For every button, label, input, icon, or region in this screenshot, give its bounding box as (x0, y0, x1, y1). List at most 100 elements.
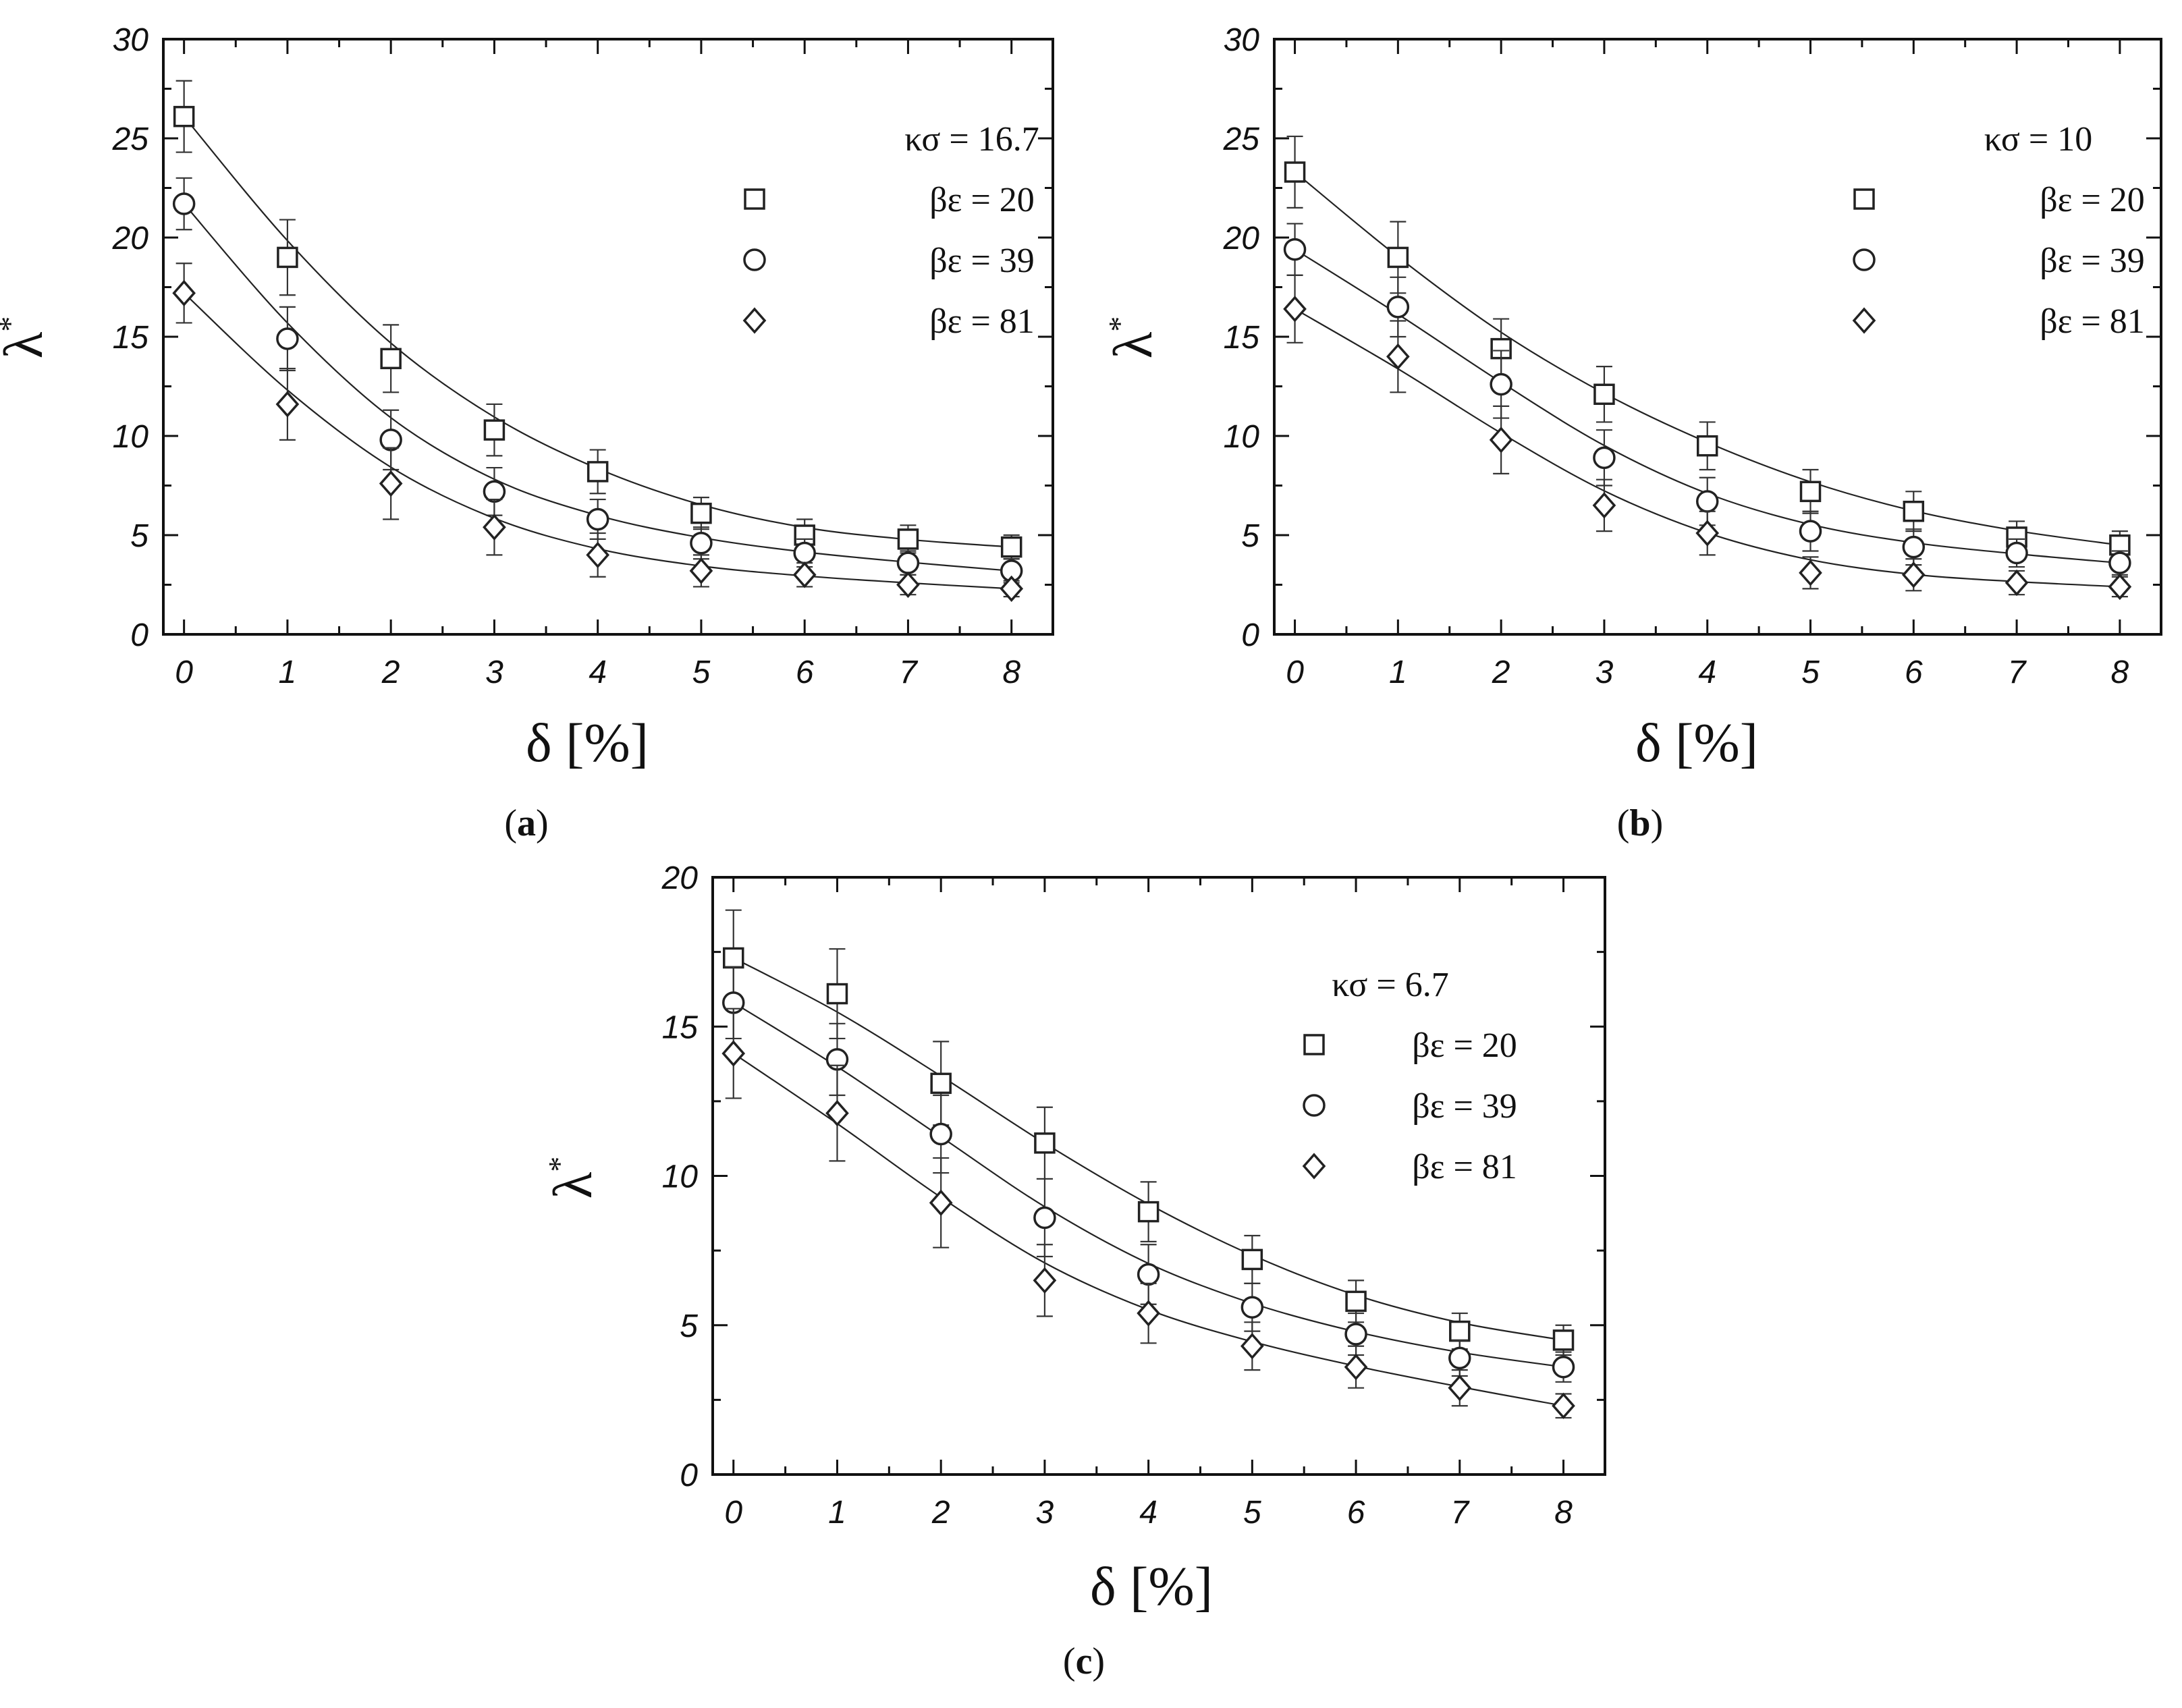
panel-caption: (a) (504, 802, 548, 844)
data-point-diamond (1592, 492, 1616, 519)
data-point-square (930, 1072, 952, 1095)
x-axis-title: δ [%] (1090, 1555, 1213, 1617)
caption-letter: b (1629, 802, 1650, 844)
data-point-diamond (792, 561, 817, 588)
data-point-diamond (1489, 426, 1513, 453)
data-point-diamond (1695, 520, 1720, 547)
data-point-circle (586, 507, 609, 531)
legend-marker-circle (743, 248, 766, 271)
y-tick-label: 30 (1224, 22, 1260, 58)
data-point-circle (1386, 296, 1410, 319)
caption-open-paren: ( (504, 802, 517, 844)
x-tick-label: 6 (796, 655, 814, 690)
legend-title: κσ = 10 (1984, 120, 2092, 159)
data-point-diamond (2108, 573, 2132, 601)
data-point-square (1345, 1290, 1367, 1313)
data-point-diamond (896, 571, 920, 599)
legend-marker-diamond (742, 307, 767, 334)
y-tick-label: 10 (662, 1159, 699, 1195)
data-point-circle (483, 480, 506, 503)
series-diamond (1283, 274, 2132, 601)
legend-entry: βε = 39 (2040, 242, 2145, 280)
y-tick-label: 5 (680, 1308, 698, 1344)
data-point-square (1903, 500, 1925, 522)
x-tick-label: 7 (1450, 1495, 1470, 1531)
legend-marker-circle (1853, 248, 1876, 271)
data-point-circle (1344, 1323, 1367, 1346)
legend-marker-square (1303, 1034, 1325, 1055)
panel-caption: (b) (1617, 802, 1663, 844)
x-tick-label: 1 (1389, 655, 1407, 690)
x-tick-label: 0 (724, 1495, 742, 1531)
data-point-diamond (1240, 1333, 1264, 1360)
data-point-diamond (483, 514, 506, 541)
y-axis-symbol: λ (542, 1172, 603, 1199)
caption-close-paren: ) (536, 802, 549, 844)
x-tick-label: 0 (175, 655, 193, 690)
x-tick-label: 7 (899, 655, 919, 690)
fit-curve (183, 203, 1012, 572)
legend-entry: βε = 20 (2040, 181, 2145, 219)
data-point-circle (929, 1122, 952, 1146)
data-point-diamond (586, 541, 610, 569)
data-point-diamond (1283, 296, 1307, 323)
y-tick-label: 25 (1223, 121, 1260, 157)
legend-marker-square (744, 188, 765, 210)
x-tick-label: 3 (1036, 1495, 1054, 1531)
data-point-diamond (1033, 1267, 1057, 1294)
series-circle (721, 966, 1575, 1383)
x-tick-label: 2 (1492, 655, 1510, 690)
y-tick-label: 10 (113, 419, 149, 455)
data-point-circle (172, 192, 196, 215)
data-point-diamond (2004, 569, 2029, 597)
y-tick-label: 5 (1241, 518, 1259, 554)
data-point-square (690, 502, 712, 524)
legend-entry: βε = 20 (929, 181, 1035, 219)
x-tick-label: 2 (931, 1495, 950, 1531)
data-point-square (1696, 435, 1718, 457)
x-tick-label: 8 (1554, 1495, 1573, 1531)
fit-curve (733, 1001, 1564, 1368)
x-tick-label: 8 (1002, 655, 1020, 690)
y-tick-label: 15 (113, 320, 149, 356)
legend-entry: βε = 39 (929, 242, 1035, 280)
y-tick-label: 5 (130, 518, 148, 554)
data-point-square (277, 246, 298, 269)
series-square (722, 909, 1575, 1356)
y-tick-label: 20 (1223, 221, 1260, 256)
data-point-circle (1695, 490, 1719, 513)
y-axis-title: λ* (0, 316, 54, 359)
data-point-circle (690, 532, 713, 555)
caption-close-paren: ) (1092, 1641, 1105, 1682)
x-tick-label: 6 (1347, 1495, 1365, 1531)
data-point-circle (1552, 1355, 1575, 1379)
legend-entry: βε = 39 (1412, 1087, 1517, 1126)
data-point-square (1241, 1248, 1263, 1271)
legend-marker-circle (1303, 1094, 1326, 1117)
y-tick-label: 0 (680, 1458, 698, 1493)
legend-marker-square (1853, 188, 1875, 210)
data-point-square (1799, 480, 1822, 503)
series-diamond (721, 1008, 1575, 1419)
data-point-diamond (1448, 1375, 1472, 1402)
x-tick-label: 5 (1801, 655, 1820, 690)
data-point-diamond (1901, 561, 1926, 588)
legend-marker-diamond (1852, 307, 1876, 334)
data-point-square (1000, 536, 1022, 558)
series-diamond (172, 263, 1024, 603)
x-tick-label: 1 (279, 655, 297, 690)
data-point-diamond (1137, 1300, 1160, 1327)
data-point-square (1552, 1329, 1575, 1351)
x-tick-label: 0 (1286, 655, 1304, 690)
series-circle (172, 177, 1023, 584)
data-point-square (722, 947, 744, 969)
data-point-square (483, 419, 506, 441)
panel-c: 0 1 2 3 4 5 6 7 8 0 5 10 15 20 λ* δ [%] (c) κσ = 6.7 βε = … (542, 860, 1606, 1682)
y-axis-title: λ* (1102, 316, 1164, 359)
x-tick-label: 1 (828, 1495, 846, 1531)
x-axis-title: δ [%] (526, 712, 649, 773)
x-tick-label: 5 (1243, 1495, 1261, 1531)
data-point-circle (793, 541, 816, 565)
